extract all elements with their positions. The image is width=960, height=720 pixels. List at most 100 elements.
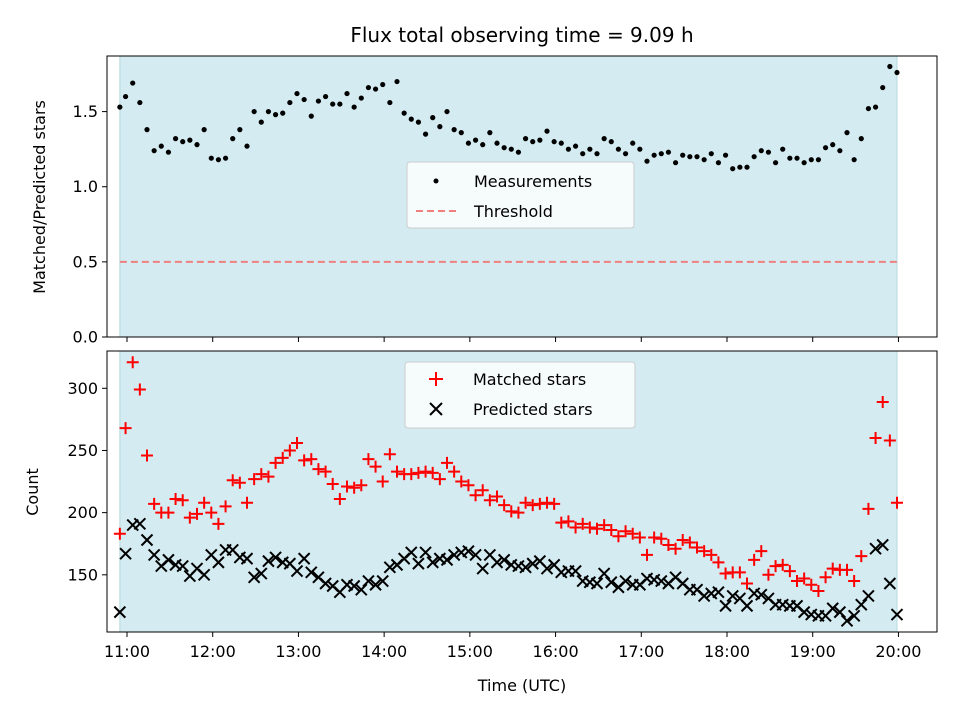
predicted-star-point bbox=[519, 561, 532, 574]
matched-star-point bbox=[483, 494, 496, 507]
bottom-y-tick-label: 250 bbox=[67, 441, 98, 460]
predicted-star-point bbox=[362, 574, 375, 588]
matched-star-point bbox=[812, 584, 825, 597]
measurement-point bbox=[558, 140, 564, 146]
measurement-point bbox=[680, 152, 686, 158]
matched-star-point bbox=[841, 563, 853, 576]
predicted-star-point bbox=[869, 542, 882, 555]
predicted-star-point bbox=[712, 586, 725, 599]
legend-predicted-label: Predicted stars bbox=[473, 400, 593, 419]
measurement-point bbox=[294, 90, 300, 97]
legend-measurements-marker bbox=[433, 178, 439, 184]
matched-star-point bbox=[783, 565, 796, 578]
measurement-point bbox=[437, 124, 443, 130]
matched-star-point bbox=[648, 531, 661, 544]
measurement-point bbox=[322, 93, 329, 100]
measurement-point bbox=[515, 149, 522, 155]
measurement-point bbox=[858, 136, 864, 142]
matched-star-point bbox=[691, 541, 703, 554]
matched-star-point bbox=[476, 484, 489, 497]
matched-star-point bbox=[305, 453, 318, 466]
x-axis-title: Time (UTC) bbox=[477, 676, 566, 695]
matched-star-point bbox=[312, 463, 325, 476]
measurement-point bbox=[501, 145, 507, 151]
measurement-point bbox=[637, 146, 643, 152]
predicted-star-point bbox=[376, 574, 389, 588]
measurement-point bbox=[122, 93, 129, 100]
measurement-point bbox=[487, 130, 493, 136]
measurement-point bbox=[480, 142, 486, 148]
measurement-point bbox=[880, 84, 886, 91]
matched-star-point bbox=[255, 468, 268, 481]
matched-star-point bbox=[455, 475, 468, 488]
measurement-point bbox=[315, 98, 322, 104]
matched-star-point bbox=[869, 432, 882, 445]
predicted-star-point bbox=[855, 598, 868, 611]
measurement-point bbox=[151, 148, 157, 154]
predicted-star-point bbox=[383, 561, 397, 574]
measurement-point bbox=[401, 110, 407, 116]
x-tick-label: 16:00 bbox=[533, 642, 579, 661]
matched-star-point bbox=[891, 496, 903, 509]
measurement-point bbox=[794, 155, 800, 161]
predicted-star-point bbox=[119, 547, 132, 560]
top-y-tick-label: 0.0 bbox=[73, 328, 98, 347]
predicted-star-point bbox=[826, 602, 839, 615]
measurement-point bbox=[737, 164, 743, 170]
matched-star-point bbox=[541, 496, 553, 509]
matched-star-point bbox=[562, 515, 575, 528]
predicted-star-point bbox=[247, 571, 261, 584]
matched-star-point bbox=[262, 470, 275, 483]
matched-star-point bbox=[369, 460, 382, 473]
measurement-point bbox=[622, 151, 629, 157]
measurement-point bbox=[351, 104, 357, 110]
predicted-star-point bbox=[426, 556, 439, 569]
matched-star-point bbox=[805, 578, 818, 591]
measurement-point bbox=[808, 157, 814, 163]
matched-star-point bbox=[233, 476, 246, 489]
matched-star-point bbox=[326, 478, 339, 491]
matched-star-point bbox=[462, 479, 475, 492]
predicted-star-point bbox=[147, 548, 161, 562]
measurement-point bbox=[844, 130, 850, 136]
matched-star-point bbox=[548, 497, 561, 510]
measurement-point bbox=[117, 104, 123, 110]
x-tick-label: 17:00 bbox=[618, 642, 664, 661]
predicted-star-point bbox=[597, 567, 611, 580]
matched-star-point bbox=[669, 542, 682, 555]
matched-star-point bbox=[791, 575, 803, 588]
measurement-point bbox=[815, 157, 822, 163]
matched-star-point bbox=[391, 465, 403, 478]
predicted-star-point bbox=[290, 564, 304, 578]
predicted-star-point bbox=[797, 605, 811, 619]
matched-star-point bbox=[355, 479, 368, 492]
matched-star-point bbox=[769, 560, 782, 573]
matched-star-point bbox=[341, 480, 353, 493]
measurement-point bbox=[215, 157, 222, 163]
matched-star-point bbox=[433, 473, 446, 486]
x-tick-label: 19:00 bbox=[790, 642, 836, 661]
measurement-point bbox=[694, 154, 700, 160]
matched-star-point bbox=[333, 492, 346, 505]
measurement-point bbox=[394, 78, 400, 85]
measurement-point bbox=[422, 131, 429, 137]
matched-star-point bbox=[733, 566, 746, 579]
matched-star-point bbox=[291, 437, 303, 450]
measurement-point bbox=[522, 136, 529, 142]
measurement-point bbox=[451, 127, 457, 133]
measurement-point bbox=[758, 148, 764, 154]
legend-matched-label: Matched stars bbox=[473, 370, 586, 389]
matched-star-point bbox=[876, 395, 889, 408]
x-tick-label: 12:00 bbox=[190, 642, 236, 661]
measurement-point bbox=[301, 96, 307, 103]
predicted-star-point bbox=[212, 556, 225, 569]
measurement-point bbox=[544, 128, 550, 134]
measurement-point bbox=[837, 148, 843, 154]
measurement-point bbox=[430, 115, 436, 121]
bottom-legend-box bbox=[404, 361, 636, 429]
matched-star-point bbox=[426, 466, 439, 479]
matched-star-point bbox=[298, 454, 311, 467]
measurement-point bbox=[587, 146, 593, 152]
predicted-star-point bbox=[419, 546, 432, 559]
chart-title: Flux total observing time = 9.09 h bbox=[350, 23, 693, 47]
